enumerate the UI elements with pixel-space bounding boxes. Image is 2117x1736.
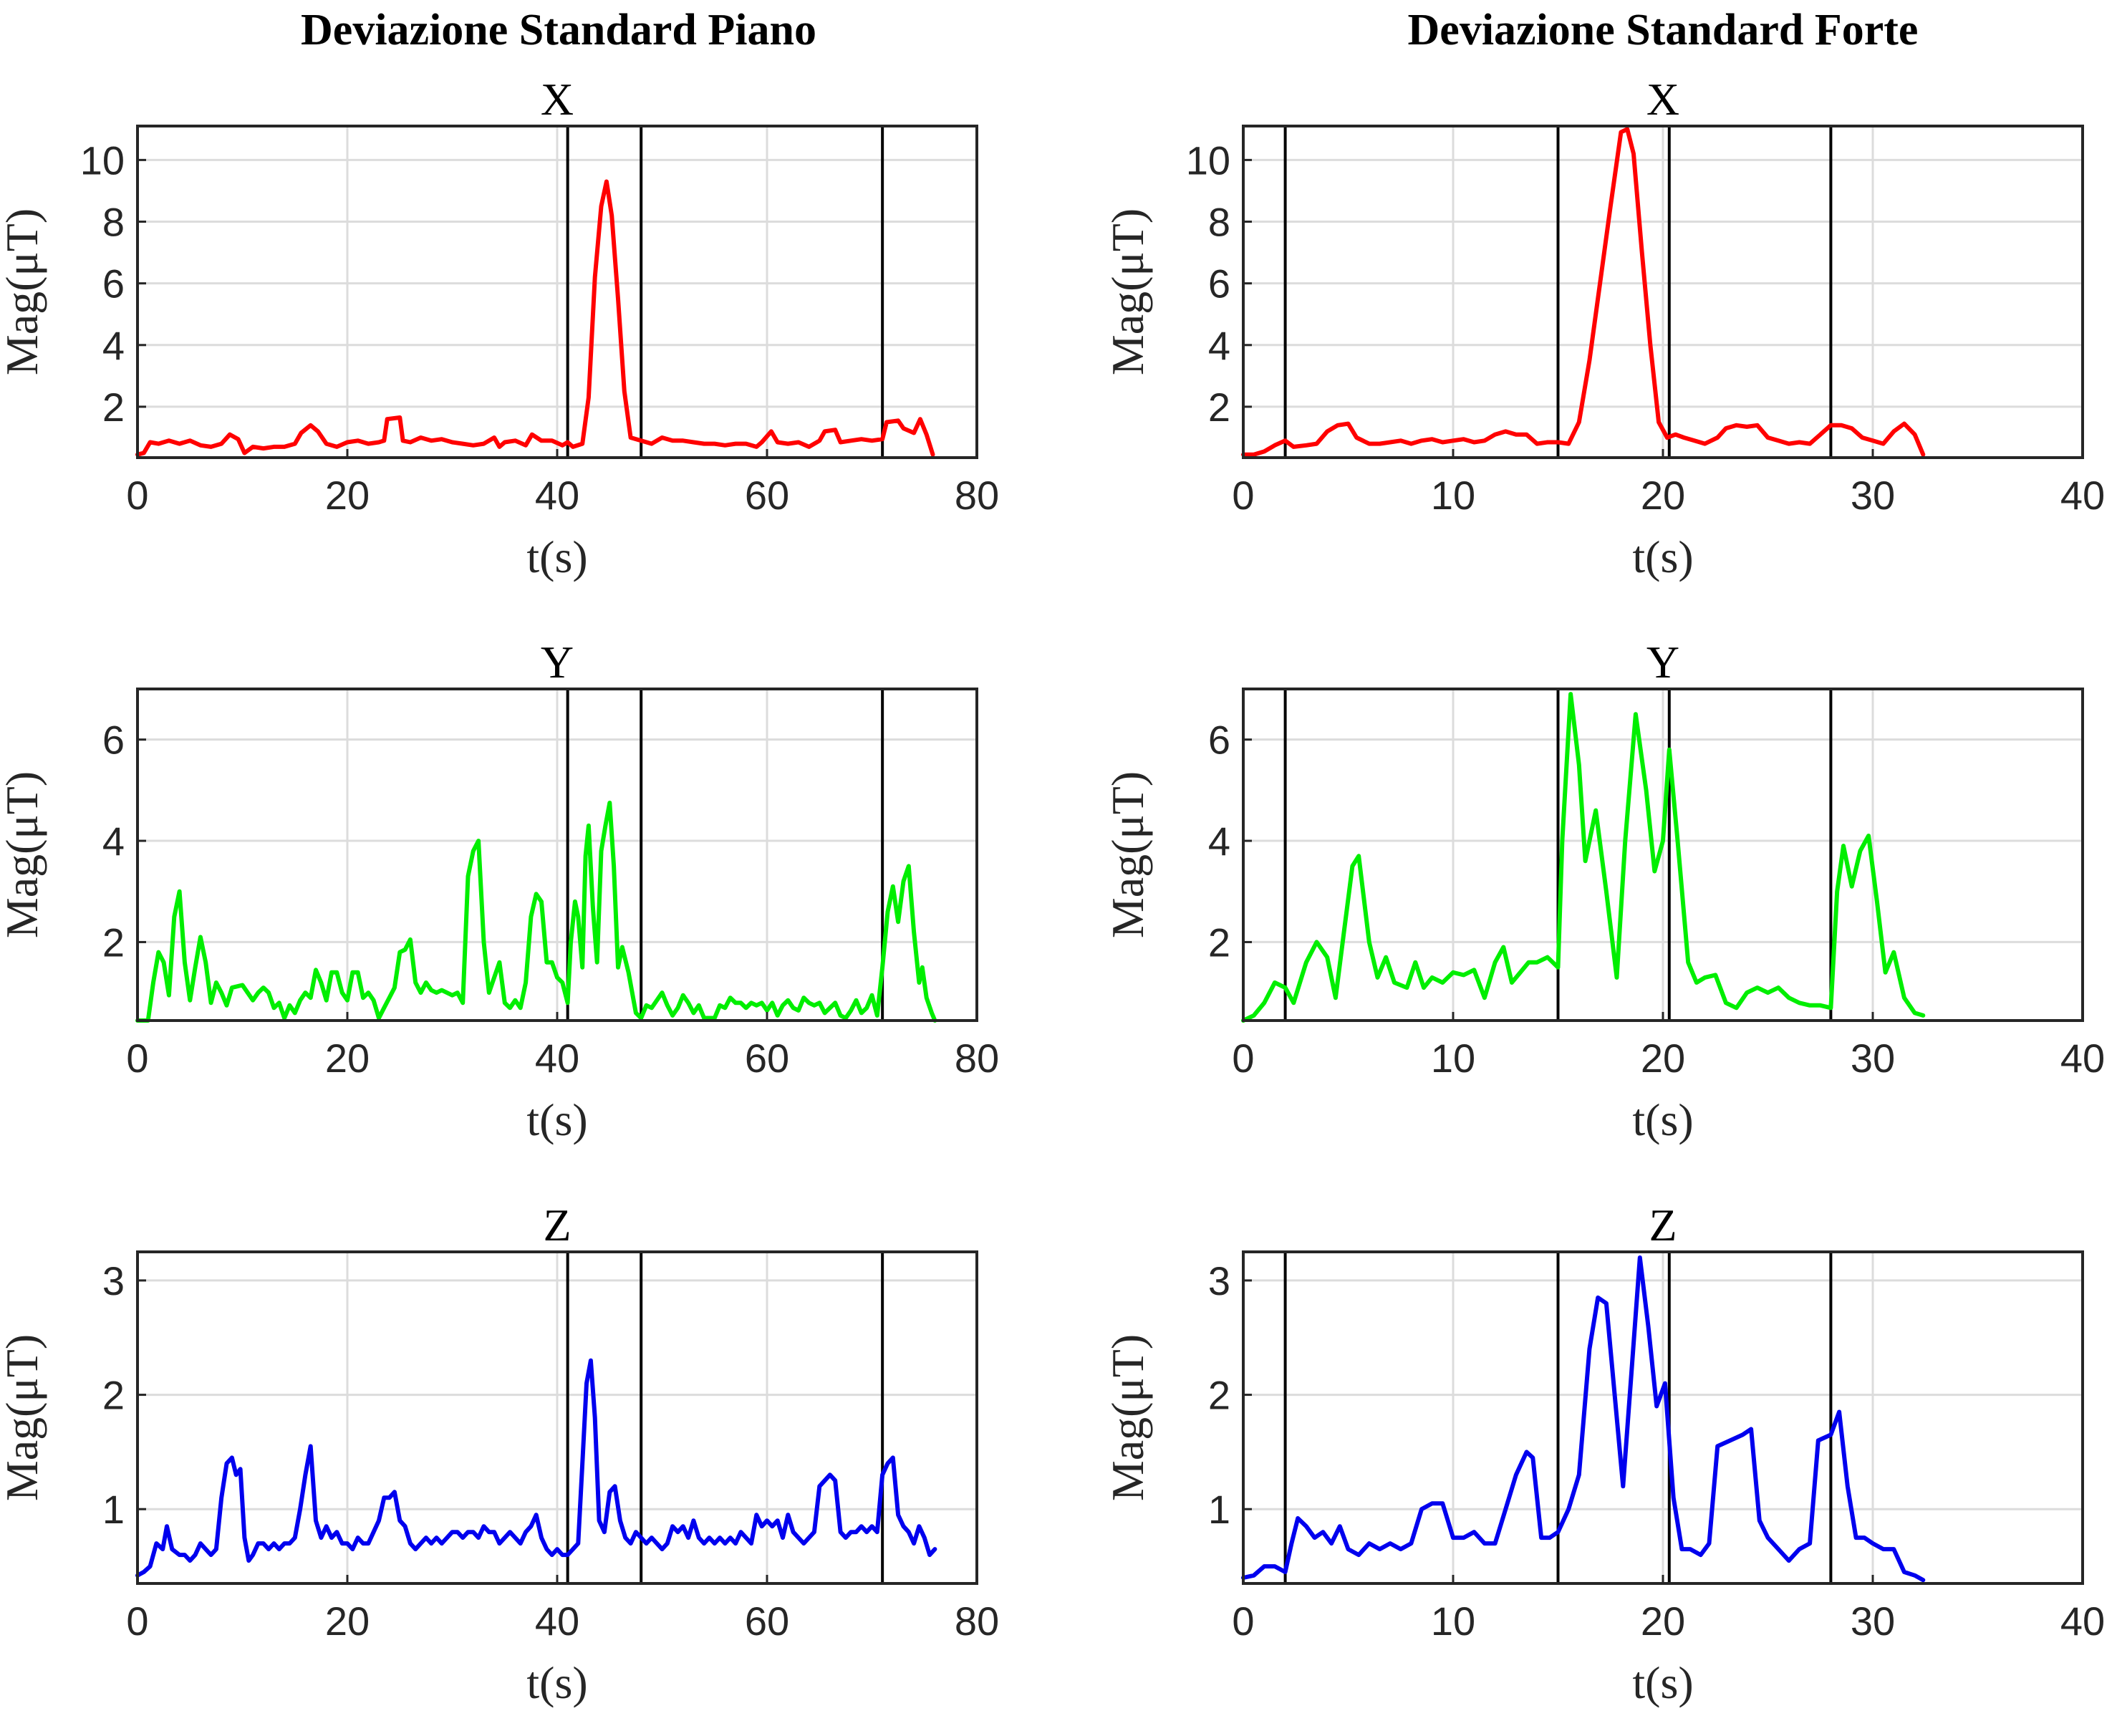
series-line <box>1241 127 1926 457</box>
x-tick-label: 40 <box>2060 1598 2105 1644</box>
y-tick-label: 2 <box>1208 1373 1230 1418</box>
y-axis-label: Mag(μT) <box>0 771 47 938</box>
y-tick-label: 4 <box>1208 323 1230 368</box>
x-tick-label: 10 <box>1431 1598 1475 1644</box>
x-axis-label: t(s) <box>526 531 587 582</box>
y-tick-label: 10 <box>80 138 125 183</box>
y-tick-label: 8 <box>1208 200 1230 245</box>
x-tick-label: 40 <box>535 1036 579 1081</box>
y-tick-label: 2 <box>102 1373 125 1418</box>
x-tick-label: 80 <box>955 473 999 518</box>
x-axis-label: t(s) <box>526 1657 587 1708</box>
y-tick-label: 4 <box>102 323 125 368</box>
subplot-title: Z <box>543 1200 571 1250</box>
x-tick-label: 20 <box>325 1036 370 1081</box>
y-tick-label: 1 <box>1208 1487 1230 1532</box>
subplot-title: Y <box>541 637 574 688</box>
y-axis-label: Mag(μT) <box>0 208 47 375</box>
y-tick-label: 2 <box>1208 385 1230 430</box>
y-tick-label: 3 <box>1208 1258 1230 1303</box>
y-tick-label: 4 <box>1208 819 1230 864</box>
x-tick-label: 60 <box>745 473 789 518</box>
x-tick-label: 30 <box>1851 1598 1895 1644</box>
series-line <box>135 1358 937 1578</box>
y-tick-label: 2 <box>102 385 125 430</box>
x-tick-label: 20 <box>325 1598 370 1644</box>
series-line <box>135 179 935 457</box>
x-tick-label: 20 <box>1641 1598 1685 1644</box>
y-tick-label: 6 <box>1208 718 1230 763</box>
x-axis-label: t(s) <box>1632 1657 1693 1708</box>
x-tick-label: 40 <box>535 1598 579 1644</box>
subplot-z-col0: 0 20 40 60 80 1 2 3 Zt(s) Mag(μT) <box>0 1200 999 1708</box>
subplot-title: X <box>541 74 574 125</box>
x-tick-label: 60 <box>745 1598 789 1644</box>
series-line <box>1241 692 1926 1023</box>
x-tick-label: 20 <box>1641 473 1685 518</box>
x-tick-label: 0 <box>126 473 148 518</box>
x-tick-label: 40 <box>535 473 579 518</box>
x-tick-label: 0 <box>1232 1036 1254 1081</box>
x-tick-label: 20 <box>1641 1036 1685 1081</box>
y-tick-label: 6 <box>1208 261 1230 307</box>
subplot-x-col1: 0 10 20 30 40 2 4 6 8 10 Xt(s) Mag(μT) <box>1102 74 2105 582</box>
y-tick-label: 6 <box>102 718 125 763</box>
y-axis-label: Mag(μT) <box>1102 208 1153 375</box>
y-axis-label: Mag(μT) <box>1102 771 1153 938</box>
series-line <box>135 801 937 1023</box>
x-tick-label: 0 <box>1232 1598 1254 1644</box>
y-axis-label: Mag(μT) <box>0 1334 47 1501</box>
x-tick-label: 40 <box>2060 1036 2105 1081</box>
y-tick-label: 8 <box>102 200 125 245</box>
y-tick-label: 4 <box>102 819 125 864</box>
subplot-title: Z <box>1649 1200 1677 1250</box>
x-tick-label: 20 <box>325 473 370 518</box>
x-tick-label: 10 <box>1431 1036 1475 1081</box>
x-axis-label: t(s) <box>1632 1094 1693 1145</box>
subplot-y-col1: 0 10 20 30 40 2 4 6 Yt(s) Mag(μT) <box>1102 637 2105 1145</box>
y-tick-label: 6 <box>102 261 125 307</box>
x-tick-label: 0 <box>126 1036 148 1081</box>
y-tick-label: 1 <box>102 1487 125 1532</box>
subplot-z-col1: 0 10 20 30 40 1 2 3 Zt(s) Mag(μT) <box>1102 1200 2105 1708</box>
column-title-forte: Deviazione Standard Forte <box>1408 6 1919 54</box>
column-title-piano: Deviazione Standard Piano <box>301 6 816 54</box>
y-tick-label: 2 <box>102 920 125 965</box>
x-axis-label: t(s) <box>1632 531 1693 582</box>
x-tick-label: 40 <box>2060 473 2105 518</box>
subplot-x-col0: 0 20 40 60 80 2 4 6 8 10 Xt(s) Mag(μT) <box>0 74 999 582</box>
x-tick-label: 0 <box>126 1598 148 1644</box>
x-axis-label: t(s) <box>526 1094 587 1145</box>
subplot-title: Y <box>1646 637 1679 688</box>
x-tick-label: 30 <box>1851 473 1895 518</box>
y-tick-label: 10 <box>1186 138 1230 183</box>
y-axis-label: Mag(μT) <box>1102 1334 1153 1501</box>
x-tick-label: 10 <box>1431 473 1475 518</box>
y-tick-label: 2 <box>1208 920 1230 965</box>
subplot-title: X <box>1646 74 1679 125</box>
x-tick-label: 80 <box>955 1598 999 1644</box>
x-tick-label: 30 <box>1851 1036 1895 1081</box>
series-line <box>1241 1255 1926 1583</box>
subplot-y-col0: 0 20 40 60 80 2 4 6 Yt(s) Mag(μT) <box>0 637 999 1145</box>
y-tick-label: 3 <box>102 1258 125 1303</box>
x-tick-label: 60 <box>745 1036 789 1081</box>
x-tick-label: 80 <box>955 1036 999 1081</box>
x-tick-label: 0 <box>1232 473 1254 518</box>
